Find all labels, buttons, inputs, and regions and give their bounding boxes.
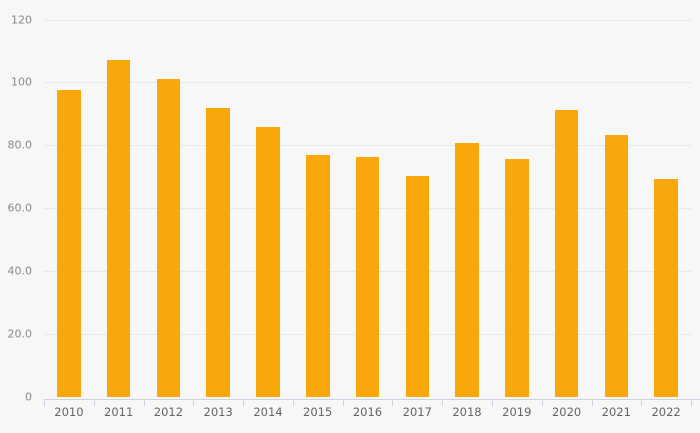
bar-2013[interactable] [206,108,230,397]
bar-2015[interactable] [306,155,330,397]
y-axis-label: 100 [11,75,32,89]
bar-2010[interactable] [57,89,81,397]
x-axis-label-2018: 2018 [452,405,482,419]
x-axis-label-2015: 2015 [303,405,333,419]
x-axis-label-2010: 2010 [54,405,84,419]
x-axis-tick [641,398,643,406]
bar-2018[interactable] [455,143,479,397]
bar-2020[interactable] [554,110,579,397]
x-axis-label-2019: 2019 [502,405,532,419]
x-axis-tick [143,398,145,406]
x-axis-label-2022: 2022 [651,405,681,419]
y-axis-label: 20.0 [7,327,33,341]
x-axis-line [44,398,700,400]
x-axis-label-2012: 2012 [153,405,184,419]
x-axis-tick [442,398,444,406]
x-axis-label-2021: 2021 [601,405,631,419]
x-axis-tick [591,398,593,406]
bar-2016[interactable] [355,157,380,397]
bar-2021[interactable] [604,134,629,397]
bar-2022[interactable] [654,179,678,397]
gridline-100 [44,82,691,84]
x-axis-label-2017: 2017 [402,405,432,419]
gridline-120 [44,19,691,21]
x-axis-tick [491,398,493,406]
x-axis-tick [292,398,294,406]
x-axis-label-2011: 2011 [104,405,134,419]
y-axis-label: 120 [11,13,32,26]
x-axis-tick [541,398,543,406]
bar-2011[interactable] [106,60,131,397]
x-axis-label-2020: 2020 [551,405,582,419]
x-axis-tick [392,398,394,406]
bar-2012[interactable] [156,79,181,397]
y-axis-label: 60.0 [7,201,33,215]
x-axis-label-2014: 2014 [253,405,283,419]
bar-2017[interactable] [405,176,429,397]
x-axis-label-2016: 2016 [352,405,383,419]
bar-2014[interactable] [256,127,280,397]
x-axis-tick [243,398,245,406]
x-axis-tick [93,398,95,406]
y-axis-label: 0 [25,390,32,404]
x-axis-label-2013: 2013 [203,405,233,419]
x-axis-tick [44,398,45,406]
y-axis-label: 80.0 [7,138,33,152]
bar-2019[interactable] [505,158,529,397]
gridline-80 [44,145,691,147]
y-axis-label: 40.0 [7,264,33,278]
x-axis-tick [193,398,195,406]
x-axis-tick [342,398,344,406]
x-axis-tick [691,398,692,406]
